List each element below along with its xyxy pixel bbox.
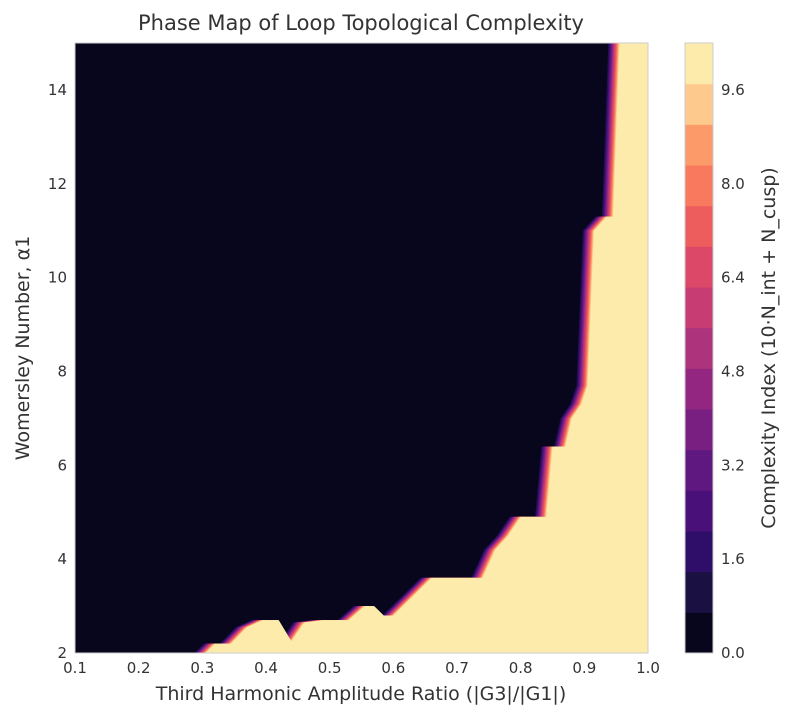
- chart-title: Phase Map of Loop Topological Complexity: [138, 11, 584, 35]
- x-tick-label: 0.8: [509, 659, 533, 677]
- colorbar: [684, 42, 714, 654]
- colorbar-level: [685, 205, 713, 247]
- colorbar-tick-label: 1.6: [721, 550, 745, 568]
- x-tick-label: 0.5: [318, 659, 342, 677]
- colorbar-level: [685, 571, 713, 613]
- colorbar-tick-label: 6.4: [721, 269, 745, 287]
- plot-frame: [74, 42, 649, 654]
- colorbar-label: Complexity Index (10·N_int + N_cusp): [758, 167, 780, 528]
- colorbar-level: [685, 165, 713, 207]
- colorbar-tick-label: 0.0: [721, 644, 745, 662]
- colorbar-tick-label: 8.0: [721, 175, 745, 193]
- y-tick-label: 8: [57, 362, 67, 380]
- plot-area: [74, 42, 649, 654]
- colorbar-level: [685, 124, 713, 166]
- colorbar-level: [685, 83, 713, 125]
- high-region: [205, 43, 648, 653]
- y-axis-ticks: 2 4 6 8 10 12 14: [48, 81, 67, 662]
- colorbar-level: [685, 287, 713, 329]
- y-tick-label: 2: [57, 644, 67, 662]
- colorbar-tick-label: 3.2: [721, 456, 745, 474]
- x-tick-label: 0.2: [127, 659, 151, 677]
- colorbar-frame: [684, 42, 714, 654]
- y-tick-label: 6: [57, 456, 67, 474]
- x-tick-label: 0.3: [190, 659, 214, 677]
- colorbar-level: [685, 43, 713, 85]
- y-tick-label: 10: [48, 269, 67, 287]
- colorbar-ticks: 0.0 1.6 3.2 4.8 6.4 8.0 9.6: [721, 81, 745, 662]
- y-tick-label: 12: [48, 175, 67, 193]
- colorbar-tick-label: 4.8: [721, 362, 745, 380]
- colorbar-level: [685, 409, 713, 451]
- x-tick-label: 0.6: [381, 659, 405, 677]
- colorbar-level: [685, 449, 713, 491]
- colorbar-tick-label: 9.6: [721, 81, 745, 99]
- colorbar-level: [685, 246, 713, 288]
- x-axis-label: Third Harmonic Amplitude Ratio (|G3|/|G1…: [155, 683, 567, 705]
- colorbar-level: [685, 490, 713, 532]
- x-tick-label: 0.4: [254, 659, 278, 677]
- y-tick-label: 14: [48, 81, 67, 99]
- colorbar-level: [685, 368, 713, 410]
- x-tick-label: 0.7: [445, 659, 469, 677]
- colorbar-level: [685, 612, 713, 654]
- colorbar-level: [685, 531, 713, 573]
- y-tick-label: 4: [57, 550, 67, 568]
- colorbar-level: [685, 327, 713, 369]
- y-axis-label: Womersley Number, α1: [12, 236, 34, 460]
- x-tick-label: 0.9: [572, 659, 596, 677]
- x-axis-ticks: 0.1 0.2 0.3 0.4 0.5 0.6 0.7 0.8 0.9 1.0: [63, 659, 660, 677]
- x-tick-label: 0.1: [63, 659, 87, 677]
- x-tick-label: 1.0: [636, 659, 660, 677]
